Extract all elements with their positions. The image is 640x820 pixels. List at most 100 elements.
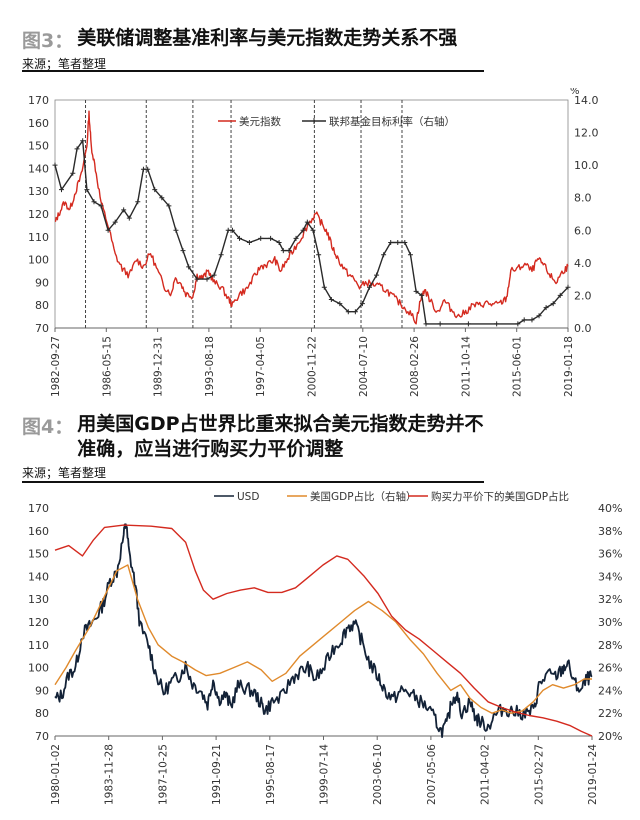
y-left-tick-label: 110 <box>28 639 49 652</box>
x-tick-label: 1995-08-17 <box>265 744 277 805</box>
figure4-rule <box>22 481 484 483</box>
legend-label-0: USD <box>237 491 259 503</box>
figure4-label: 图4： <box>22 416 74 438</box>
figure4-title-line2: 准确，应当进行购买力平价调整 <box>77 438 344 460</box>
figure4-title-line1: 用美国GDP占世界比重来拟合美元指数走势并不 <box>77 413 484 435</box>
series-marker-1 <box>565 284 571 290</box>
series-marker-1 <box>402 240 408 245</box>
y-right-tick-label: 14.0 <box>574 94 599 107</box>
x-tick-label: 2011-04-02 <box>480 744 492 805</box>
series-marker-1 <box>536 313 542 319</box>
series-marker-1 <box>186 264 192 270</box>
series-marker-1 <box>80 138 86 144</box>
series-marker-1 <box>293 235 299 241</box>
figure3-title: 美联储调整基准利率与美元指数走势关系不强 <box>77 27 458 49</box>
y-left-tick-label: 110 <box>28 231 49 244</box>
y-right-tick-label: 10.0 <box>574 159 599 172</box>
series-marker-1 <box>204 276 210 282</box>
series-marker-1 <box>52 162 58 168</box>
x-tick-label: 2019-01-18 <box>563 336 575 397</box>
series-line-0 <box>54 523 593 739</box>
series-marker-1 <box>194 276 200 282</box>
series-marker-1 <box>211 272 217 278</box>
series-marker-1 <box>140 166 146 172</box>
series-marker-1 <box>180 248 186 254</box>
y-left-tick-label: 80 <box>35 707 49 720</box>
y-right-tick-label: 26% <box>598 662 622 675</box>
y-left-tick-label: 80 <box>35 299 49 312</box>
y-left-tick-label: 120 <box>28 616 49 629</box>
figure3-source: 来源；笔者整理 <box>22 57 107 71</box>
x-tick-label: 2019-01-24 <box>587 744 599 805</box>
x-tick-label: 2007-05-06 <box>426 744 438 805</box>
series-marker-1 <box>173 227 179 233</box>
x-tick-label: 1982-09-27 <box>50 336 62 397</box>
y-right-tick-label: 22% <box>598 707 622 720</box>
series-marker-1 <box>359 301 365 307</box>
series-marker-1 <box>388 240 394 245</box>
series-marker-1 <box>237 235 243 241</box>
series-marker-1 <box>557 292 563 298</box>
series-marker-1 <box>543 305 549 311</box>
legend-marker-1 <box>311 118 317 124</box>
y-left-tick-label: 70 <box>35 730 49 743</box>
legend-label-2: 购买力平价下的美国GDP占比 <box>431 490 569 503</box>
y-right-tick-label: 38% <box>598 525 622 538</box>
series-marker-1 <box>166 203 172 209</box>
series-marker-1 <box>91 199 97 205</box>
x-tick-label: 2008-02-26 <box>409 336 421 397</box>
y-left-tick-label: 70 <box>35 322 49 335</box>
y-right-tick-label: 2.0 <box>574 289 592 302</box>
x-tick-label: 1987-10-25 <box>157 744 169 805</box>
series-marker-1 <box>423 321 429 327</box>
figure4-header: 图4： 用美国GDP占世界比重来拟合美元指数走势并不 准确，应当进行购买力平价调… <box>22 412 490 483</box>
figure4-source: 来源；笔者整理 <box>22 466 107 480</box>
x-tick-label: 1999-07-14 <box>319 744 331 805</box>
x-tick-label: 2000-11-22 <box>307 336 319 397</box>
series-marker-1 <box>521 317 527 323</box>
x-tick-label: 1993-08-18 <box>204 336 216 397</box>
series-marker-1 <box>366 284 372 290</box>
legend-label-0: 美元指数 <box>239 115 281 128</box>
y-left-tick-label: 130 <box>28 185 49 198</box>
y-left-tick-label: 90 <box>35 276 49 289</box>
x-tick-label: 1983-11-28 <box>104 744 116 805</box>
series-marker-1 <box>218 252 224 258</box>
series-line-2 <box>54 524 593 737</box>
series-marker-1 <box>112 219 118 225</box>
series-marker-1 <box>550 301 556 307</box>
y-right-tick-label: 8.0 <box>574 192 592 205</box>
y-right-tick-label: 6.0 <box>574 224 592 237</box>
y-right-unit-label: % <box>570 88 580 97</box>
x-tick-label: 1997-04-05 <box>255 336 267 397</box>
series-marker-1 <box>413 288 419 294</box>
x-tick-label: 2004-07-10 <box>358 336 370 397</box>
x-tick-label: 1989-12-31 <box>153 336 165 397</box>
x-tick-label: 2011-10-14 <box>460 336 472 397</box>
series-marker-1 <box>321 284 327 290</box>
x-tick-label: 2015-02-27 <box>533 744 545 805</box>
series-marker-1 <box>381 252 387 258</box>
chart-fed-rate-vs-dollar-index: 70 80 90 100 110 120 130 140 150 160 170 0.0 2.0 4.0 6… <box>28 88 599 397</box>
x-tick-label: 1991-09-21 <box>211 744 223 805</box>
y-right-tick-label: 4.0 <box>574 257 592 270</box>
y-left-tick-label: 140 <box>28 162 49 175</box>
series-marker-1 <box>286 248 292 254</box>
y-right-tick-label: 30% <box>598 616 622 629</box>
y-right-tick-label: 32% <box>598 593 622 606</box>
series-marker-1 <box>494 321 500 327</box>
series-marker-1 <box>105 227 111 233</box>
series-marker-1 <box>84 187 90 193</box>
series-marker-1 <box>345 309 351 315</box>
y-left-tick-label: 100 <box>28 254 49 267</box>
series-marker-1 <box>316 252 322 258</box>
y-right-tick-label: 36% <box>598 548 622 561</box>
y-right-tick-label: 34% <box>598 570 622 583</box>
series-line-0 <box>54 110 569 325</box>
x-tick-label: 2015-06-01 <box>512 336 524 397</box>
figure3-header: 图3： 美联储调整基准利率与美元指数走势关系不强 来源；笔者整理 <box>22 26 490 74</box>
series-line-1 <box>54 140 569 325</box>
y-right-tick-label: 24% <box>598 684 622 697</box>
y-left-tick-label: 140 <box>28 570 49 583</box>
series-marker-1 <box>258 235 264 241</box>
